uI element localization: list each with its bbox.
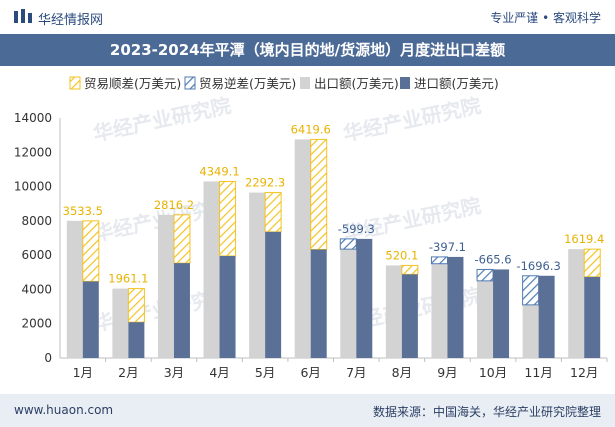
deficit-bar: [476, 268, 494, 282]
watermark-text: 华经产业研究院: [91, 93, 233, 146]
watermarks: 华经产业研究院华经产业研究院华经产业研究院华经产业研究院华经产业研究院华经产业研…: [91, 93, 483, 336]
balance-label: -1696.3: [516, 259, 560, 273]
export-bar: [112, 288, 129, 358]
y-tick-label: 0: [44, 351, 52, 365]
export-bar: [66, 220, 83, 358]
slogan: 专业严谨 • 客观科学: [490, 11, 601, 25]
legend-label-2: 贸易逆差(万美元): [199, 76, 296, 91]
export-bar: [477, 280, 494, 358]
x-tick-label: 7月: [346, 365, 366, 380]
import-bar: [584, 276, 601, 358]
y-tick-label: 4000: [21, 282, 52, 296]
x-tick-label: 6月: [300, 365, 320, 380]
balance-label: 520.1: [385, 248, 418, 262]
legend: 贸易顺差(万美元) 贸易逆差(万美元) 出口额(万美元) 进口额(万美元): [69, 76, 499, 91]
export-bar: [203, 181, 220, 358]
import-bar: [493, 269, 510, 358]
footer-url: www.huaon.com: [14, 403, 114, 417]
legend-label-4: 进口额(万美元): [414, 76, 499, 91]
surplus-bar: [401, 264, 419, 275]
y-tick-label: 10000: [14, 180, 52, 194]
surplus-bar: [583, 248, 601, 278]
chart: 华经产业研究院华经产业研究院华经产业研究院华经产业研究院华经产业研究院华经产业研…: [14, 76, 608, 380]
import-bar: [401, 274, 418, 358]
footer: www.huaon.com 数据来源：中国海关，华经产业研究院整理: [0, 394, 615, 427]
surplus-bar: [127, 288, 145, 323]
x-tick-label: 4月: [209, 365, 229, 380]
surplus-bar: [82, 220, 100, 282]
y-tick-label: 8000: [21, 214, 52, 228]
surplus-bar: [219, 180, 237, 257]
x-tick-label: 2月: [118, 365, 138, 380]
surplus-bar: [173, 214, 191, 264]
y-tick-label: 6000: [21, 248, 52, 262]
balance-label: 4349.1: [199, 164, 239, 178]
legend-label-1: 贸易顺差(万美元): [84, 76, 181, 91]
export-bar: [157, 214, 174, 358]
export-bar: [340, 249, 357, 358]
footer-source: 数据来源：中国海关，华经产业研究院整理: [372, 405, 601, 419]
x-tick-label: 3月: [164, 365, 184, 380]
axes: 0 2000 4000 6000 8000 10000 12000 14000 1月 2月 3月 4月…: [14, 111, 608, 380]
x-tick-label: 5月: [255, 365, 275, 380]
surplus-bar: [264, 192, 282, 233]
balance-label: 2292.3: [245, 176, 285, 190]
title-bar: 2023-2024年平潭（境内目的地/货源地）月度进出口差额: [0, 34, 615, 66]
legend-swatch-1: [69, 76, 81, 90]
import-bar: [356, 238, 373, 358]
import-bar: [82, 281, 99, 358]
x-tick-label: 9月: [437, 365, 457, 380]
balance-label: -599.3: [338, 222, 375, 236]
deficit-bar: [339, 238, 357, 250]
chart-title: 2023-2024年平潭（境内目的地/货源地）月度进出口差额: [109, 41, 506, 59]
export-bar: [385, 265, 402, 358]
x-tick-label: 8月: [392, 365, 412, 380]
balance-label: -397.1: [429, 240, 466, 254]
import-bar: [128, 322, 145, 358]
y-tick-label: 2000: [21, 317, 52, 331]
export-bar: [522, 304, 539, 358]
balance-label: 3533.5: [63, 204, 103, 218]
legend-swatch-2: [184, 76, 196, 90]
data-labels: 3533.5 1961.1 2816.2 4349.1 2292.3 6419.6 -599…: [63, 122, 605, 285]
export-bar: [249, 192, 266, 358]
import-bar: [173, 263, 190, 358]
deficit-bar: [522, 275, 540, 306]
logo-icon: [14, 9, 32, 23]
x-tick-label: 10月: [479, 365, 507, 380]
watermark-text: 华经产业研究院: [341, 93, 483, 146]
x-tick-label: 1月: [73, 365, 93, 380]
surplus-bar: [310, 138, 328, 250]
balance-label: 1961.1: [108, 272, 148, 286]
top-bar: 华经情报网 专业严谨 • 客观科学: [0, 0, 615, 34]
y-tick-label: 14000: [14, 111, 52, 125]
import-bar: [219, 255, 236, 358]
export-bar: [568, 249, 585, 358]
watermark-text: 华经产业研究院: [341, 193, 483, 246]
legend-swatch-4: [400, 77, 410, 89]
export-bar: [431, 263, 448, 358]
site-name: 华经情报网: [38, 13, 104, 28]
y-tick-label: 12000: [14, 145, 52, 159]
deficit-bar: [430, 256, 448, 265]
x-tick-label: 12月: [570, 365, 598, 380]
import-bar: [310, 249, 327, 358]
balance-label: 6419.6: [291, 122, 331, 136]
balance-label: 1619.4: [564, 232, 604, 246]
balance-label: 2816.2: [154, 198, 194, 212]
balance-label: -665.6: [475, 252, 512, 266]
bars: [66, 138, 601, 358]
export-bar: [294, 139, 311, 358]
legend-swatch-3: [300, 77, 310, 89]
legend-label-3: 出口额(万美元): [314, 76, 399, 91]
import-bar: [447, 256, 464, 358]
import-bar: [265, 231, 282, 358]
import-bar: [538, 275, 555, 358]
x-tick-label: 11月: [524, 365, 552, 380]
